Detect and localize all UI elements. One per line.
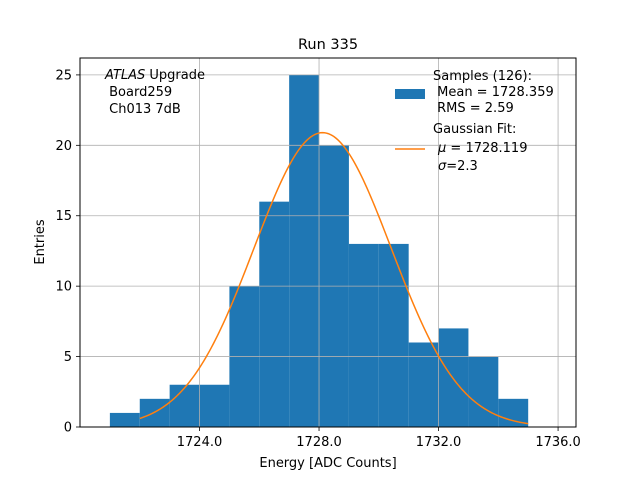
y-tick-label: 25 (55, 68, 72, 83)
x-axis-ticks: 1724.0 1728.0 1732.0 1736.0 (177, 427, 581, 450)
histogram-bar (438, 328, 469, 427)
y-tick-label: 5 (64, 350, 72, 365)
y-axis-ticks: 0 5 10 15 20 25 (55, 68, 80, 436)
plot-frame (79, 57, 577, 428)
y-tick-label: 15 (55, 209, 72, 224)
annotation-box: ATLAS Upgrade Board259 Ch013 7dB (104, 68, 205, 117)
y-tick-label: 10 (55, 280, 72, 295)
annotation-atlas: ATLAS (104, 68, 145, 83)
chart-title: Run 335 (298, 37, 358, 53)
histogram-bar (109, 412, 140, 427)
histogram-bars (109, 74, 529, 428)
y-axis-label: Entries (33, 219, 48, 265)
grid (80, 58, 576, 428)
legend-samples-line-2: Mean = 1728.359 (433, 85, 554, 100)
histogram-bar (468, 356, 499, 427)
legend-fit-line-2: μ = 1728.119 (437, 141, 527, 156)
histogram-bar (259, 201, 290, 427)
histogram-bar (408, 342, 439, 427)
legend-samples-swatch (395, 89, 425, 99)
y-tick-label: 20 (55, 139, 72, 154)
legend-samples-line-1: Samples (126): (433, 69, 532, 84)
histogram-bar (378, 243, 409, 427)
gaussian-fit-curve (139, 131, 529, 425)
annotation-line-2: Board259 (105, 85, 172, 100)
legend-samples-line-3: RMS = 2.59 (433, 101, 514, 116)
annotation-upgrade: Upgrade (145, 68, 205, 83)
x-axis-label: Energy [ADC Counts] (259, 456, 396, 471)
histogram-bar (289, 74, 320, 428)
gaussian-fit-layer (139, 131, 529, 425)
legend-mu-value: = 1728.119 (446, 141, 527, 156)
histogram-bar (199, 384, 230, 427)
annotation-line-3: Ch013 7dB (105, 102, 181, 117)
legend-sigma-value: =2.3 (446, 159, 478, 174)
histogram-bar (169, 384, 200, 427)
legend-fit-line-1: Gaussian Fit: (433, 122, 516, 137)
x-tick-label: 1732.0 (416, 435, 462, 450)
annotation-line-1: ATLAS Upgrade (104, 68, 205, 83)
x-tick-label: 1724.0 (177, 435, 223, 450)
histogram-bar (348, 243, 379, 427)
y-tick-label: 0 (64, 421, 72, 436)
legend-mu-symbol: μ (437, 141, 446, 156)
x-tick-label: 1736.0 (535, 435, 581, 450)
legend: Samples (126): Mean = 1728.359 RMS = 2.5… (395, 69, 554, 174)
x-tick-label: 1728.0 (296, 435, 342, 450)
legend-sigma-symbol: σ (438, 159, 447, 174)
legend-fit-line-3: σ=2.3 (438, 159, 478, 174)
